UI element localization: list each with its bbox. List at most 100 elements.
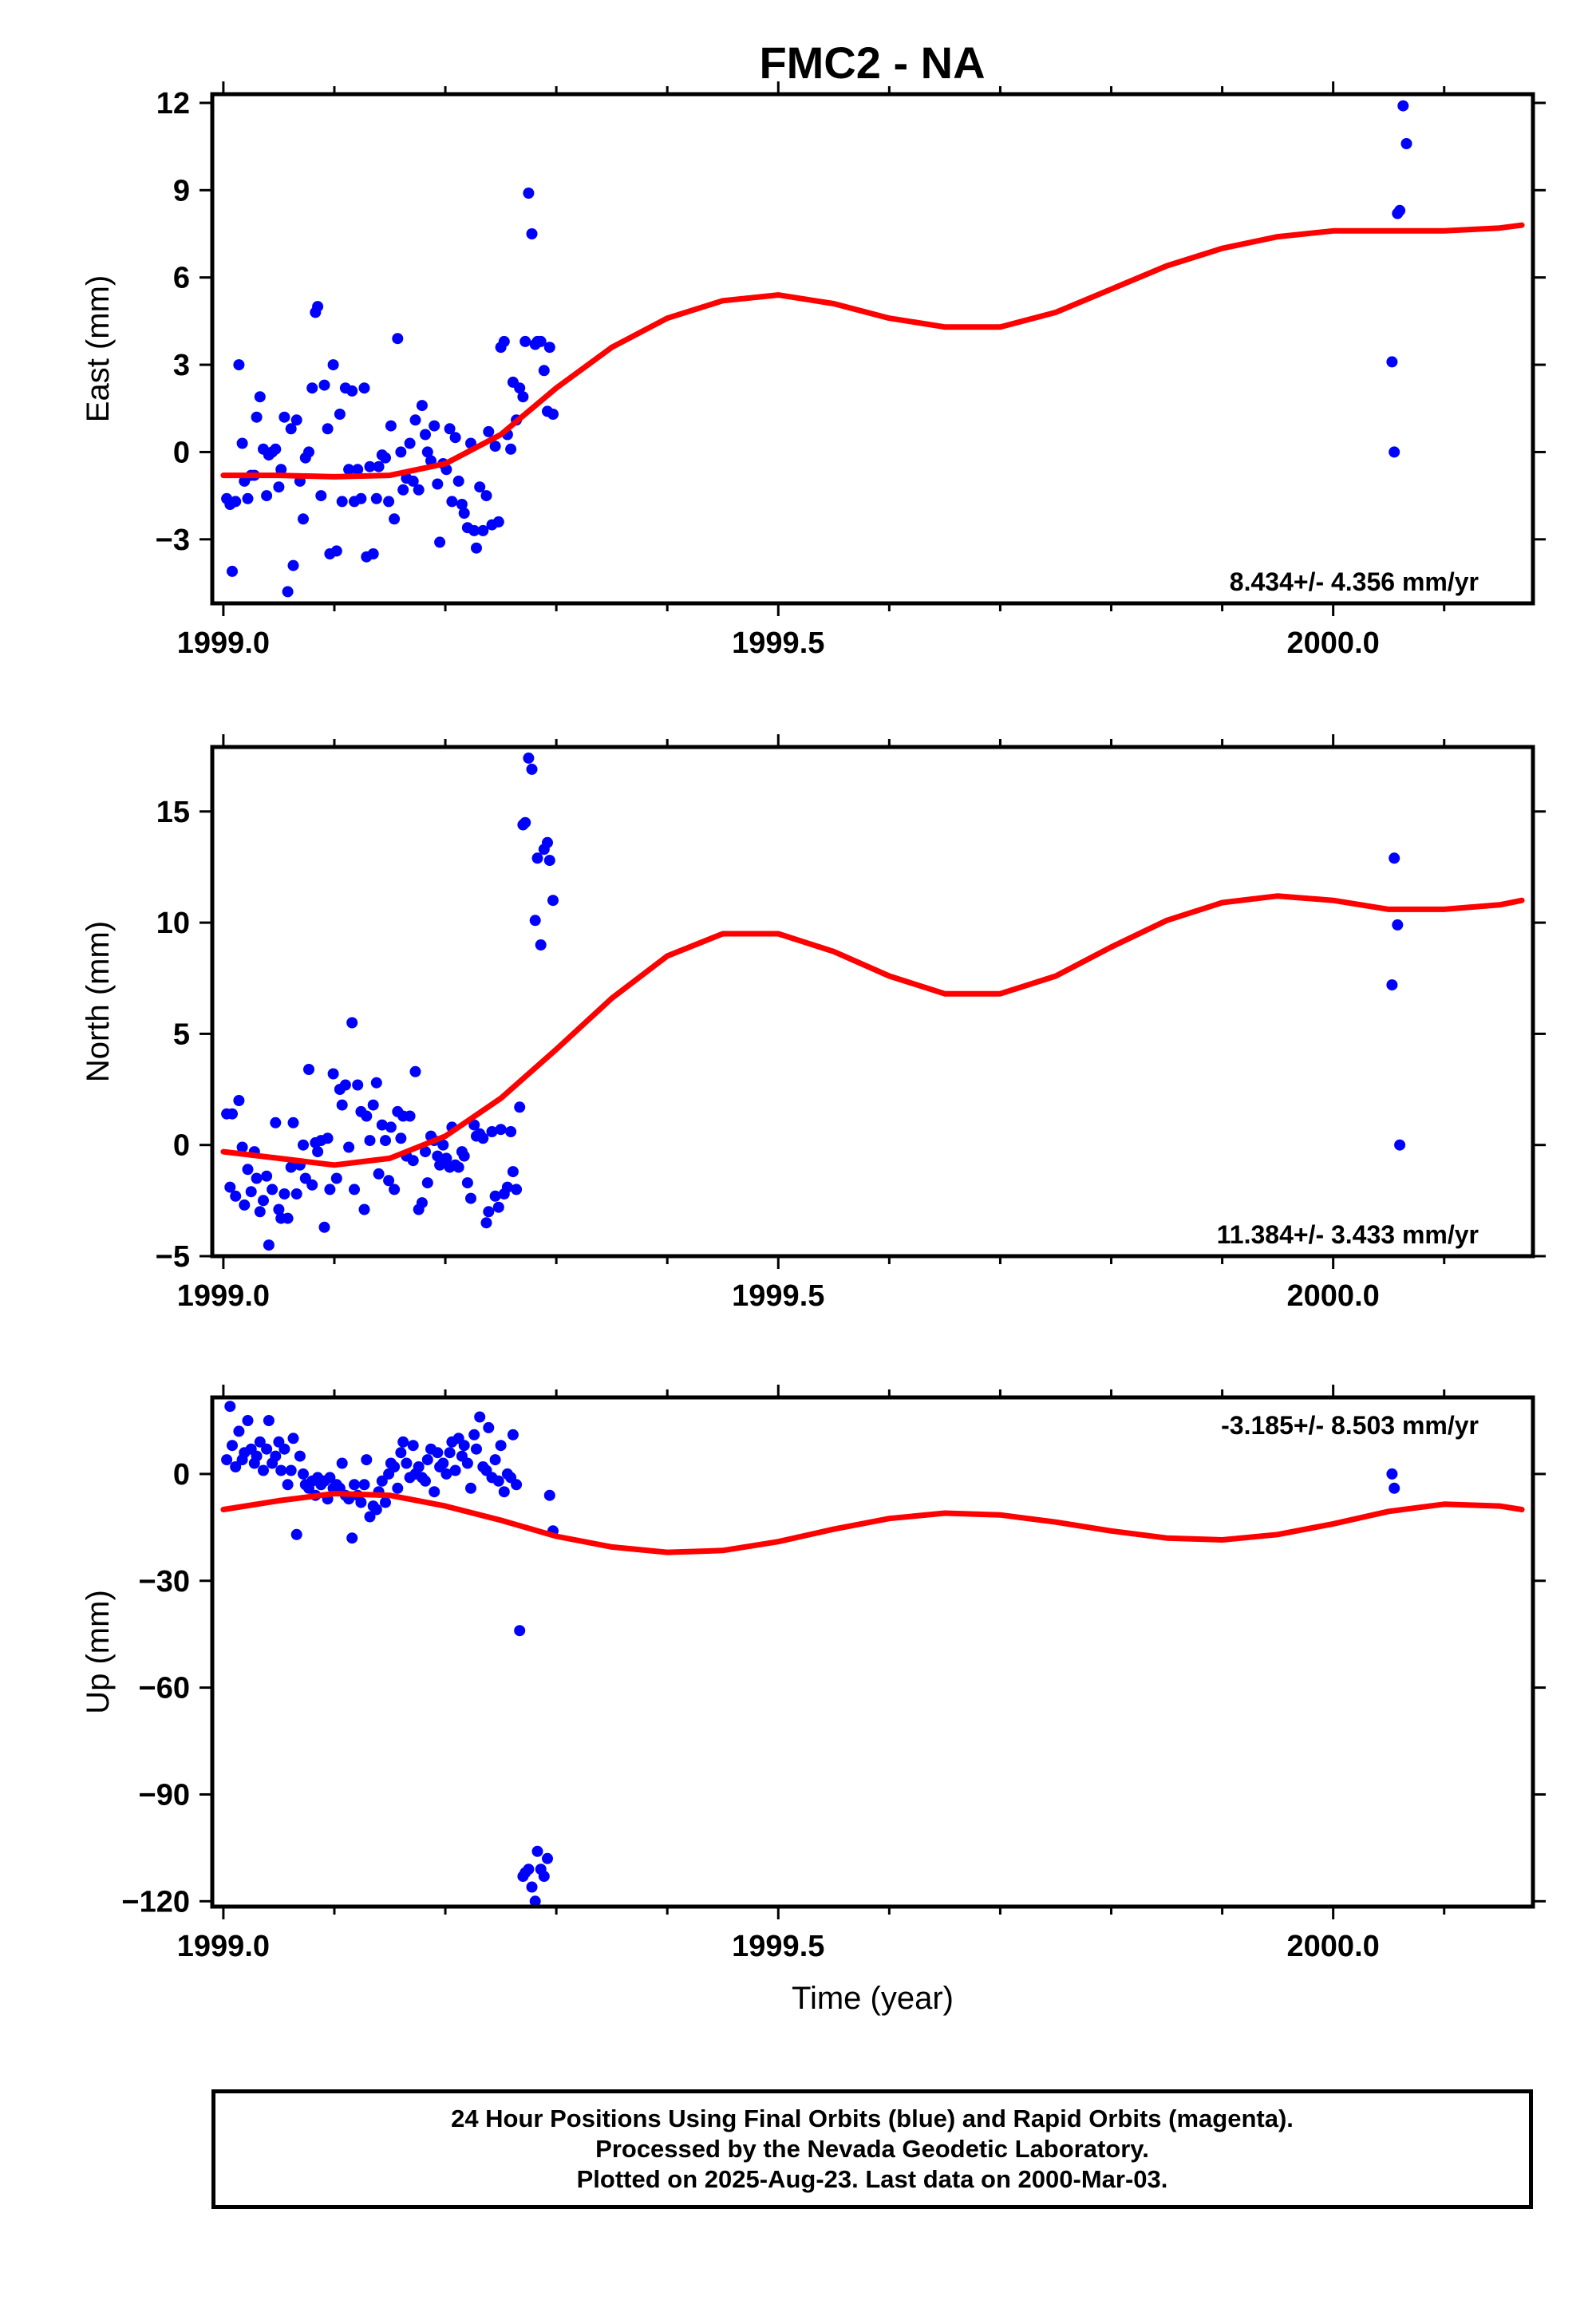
data-point — [535, 335, 547, 347]
data-point — [303, 1064, 314, 1075]
data-point — [1394, 0, 1405, 6]
data-point — [358, 382, 370, 394]
data-point — [1394, 204, 1406, 216]
data-point — [421, 1454, 433, 1466]
data-point — [507, 1429, 519, 1441]
data-point — [270, 443, 282, 455]
data-point — [376, 1475, 388, 1487]
data-point — [461, 1457, 473, 1469]
data-point — [263, 1239, 275, 1251]
data-point — [449, 432, 461, 444]
data-point — [495, 1124, 507, 1136]
data-point — [336, 1099, 348, 1111]
data-point — [416, 1197, 428, 1209]
data-point — [279, 1188, 290, 1199]
y-tick-label: 9 — [173, 174, 190, 207]
data-point — [275, 1464, 287, 1476]
y-tick-label: 15 — [156, 796, 190, 829]
data-point — [298, 1139, 309, 1151]
data-point — [389, 1461, 401, 1472]
data-point — [523, 752, 535, 764]
data-point — [327, 359, 339, 371]
data-point — [1431, 0, 1442, 6]
y-tick-label: −3 — [156, 524, 190, 557]
data-point — [483, 1206, 495, 1218]
data-point — [514, 1625, 526, 1637]
data-point — [483, 1421, 495, 1433]
data-point — [376, 1119, 388, 1131]
data-point — [444, 1447, 456, 1459]
data-point — [1397, 100, 1409, 112]
data-point — [1516, 0, 1527, 6]
data-point — [492, 1201, 504, 1213]
data-point — [254, 1206, 266, 1218]
y-axis-label: North (mm) — [81, 921, 116, 1082]
y-tick-label: −5 — [156, 1240, 190, 1274]
data-point — [437, 1139, 449, 1151]
y-tick-label: −30 — [139, 1565, 190, 1599]
data-point — [1401, 0, 1412, 6]
data-point — [434, 536, 446, 548]
data-point — [1434, 0, 1445, 6]
data-point — [383, 1175, 395, 1187]
data-point — [543, 342, 555, 354]
data-point — [392, 1482, 404, 1494]
data-point — [303, 446, 314, 458]
footer-line-3: Plotted on 2025-Aug-23. Last data on 200… — [576, 2165, 1168, 2193]
y-tick-label: −60 — [139, 1672, 190, 1705]
y-tick-label: −90 — [139, 1778, 190, 1812]
data-point — [358, 1203, 370, 1215]
data-point — [349, 1479, 360, 1491]
data-point — [1397, 0, 1408, 6]
data-point — [227, 1108, 238, 1120]
data-point — [380, 1496, 391, 1508]
data-point — [261, 490, 273, 502]
data-point — [531, 1845, 543, 1857]
y-axis-label: Up (mm) — [81, 1590, 116, 1714]
data-point — [245, 1186, 257, 1198]
y-tick-label: 10 — [156, 907, 190, 940]
data-point — [526, 763, 538, 775]
data-point — [290, 1188, 302, 1199]
data-point — [251, 411, 263, 423]
data-point — [227, 1440, 238, 1452]
data-point — [440, 1152, 452, 1164]
data-point — [429, 420, 440, 432]
data-point — [407, 1155, 419, 1167]
data-point — [352, 1079, 364, 1091]
data-point — [489, 1190, 501, 1202]
data-point — [352, 464, 364, 476]
data-point — [1513, 0, 1524, 6]
data-point — [1394, 1139, 1406, 1151]
y-tick-label: 0 — [173, 1458, 190, 1492]
data-point — [543, 855, 555, 867]
data-point — [1513, 0, 1524, 6]
data-point — [233, 1425, 245, 1437]
data-point — [420, 1475, 431, 1487]
data-point — [254, 1436, 266, 1448]
data-point — [492, 1475, 504, 1487]
data-point — [385, 1121, 397, 1133]
data-point — [267, 1184, 279, 1196]
data-point — [420, 429, 431, 441]
data-point — [413, 484, 425, 496]
data-point — [361, 1110, 373, 1122]
panel-2: 1999.0 1999.5 2000.0 −5 0 5 10 15 North (mm) 11.3… — [81, 0, 1546, 1313]
y-tick-label: 0 — [173, 1129, 190, 1163]
data-point — [538, 365, 550, 377]
y-tick-label: 3 — [173, 349, 190, 382]
data-point — [407, 1440, 419, 1452]
data-point — [343, 464, 355, 476]
panel-frame — [210, 92, 1535, 606]
data-point — [397, 1436, 409, 1448]
data-point — [261, 1443, 273, 1455]
data-point — [1386, 356, 1398, 368]
y-tick-label: 12 — [156, 87, 190, 121]
chart-title: FMC2 - NA — [759, 38, 985, 88]
data-point — [373, 1168, 385, 1180]
data-point — [465, 1192, 476, 1204]
data-point — [1386, 979, 1398, 991]
data-point — [298, 1468, 309, 1480]
data-point — [407, 475, 419, 487]
data-point — [294, 1450, 306, 1462]
